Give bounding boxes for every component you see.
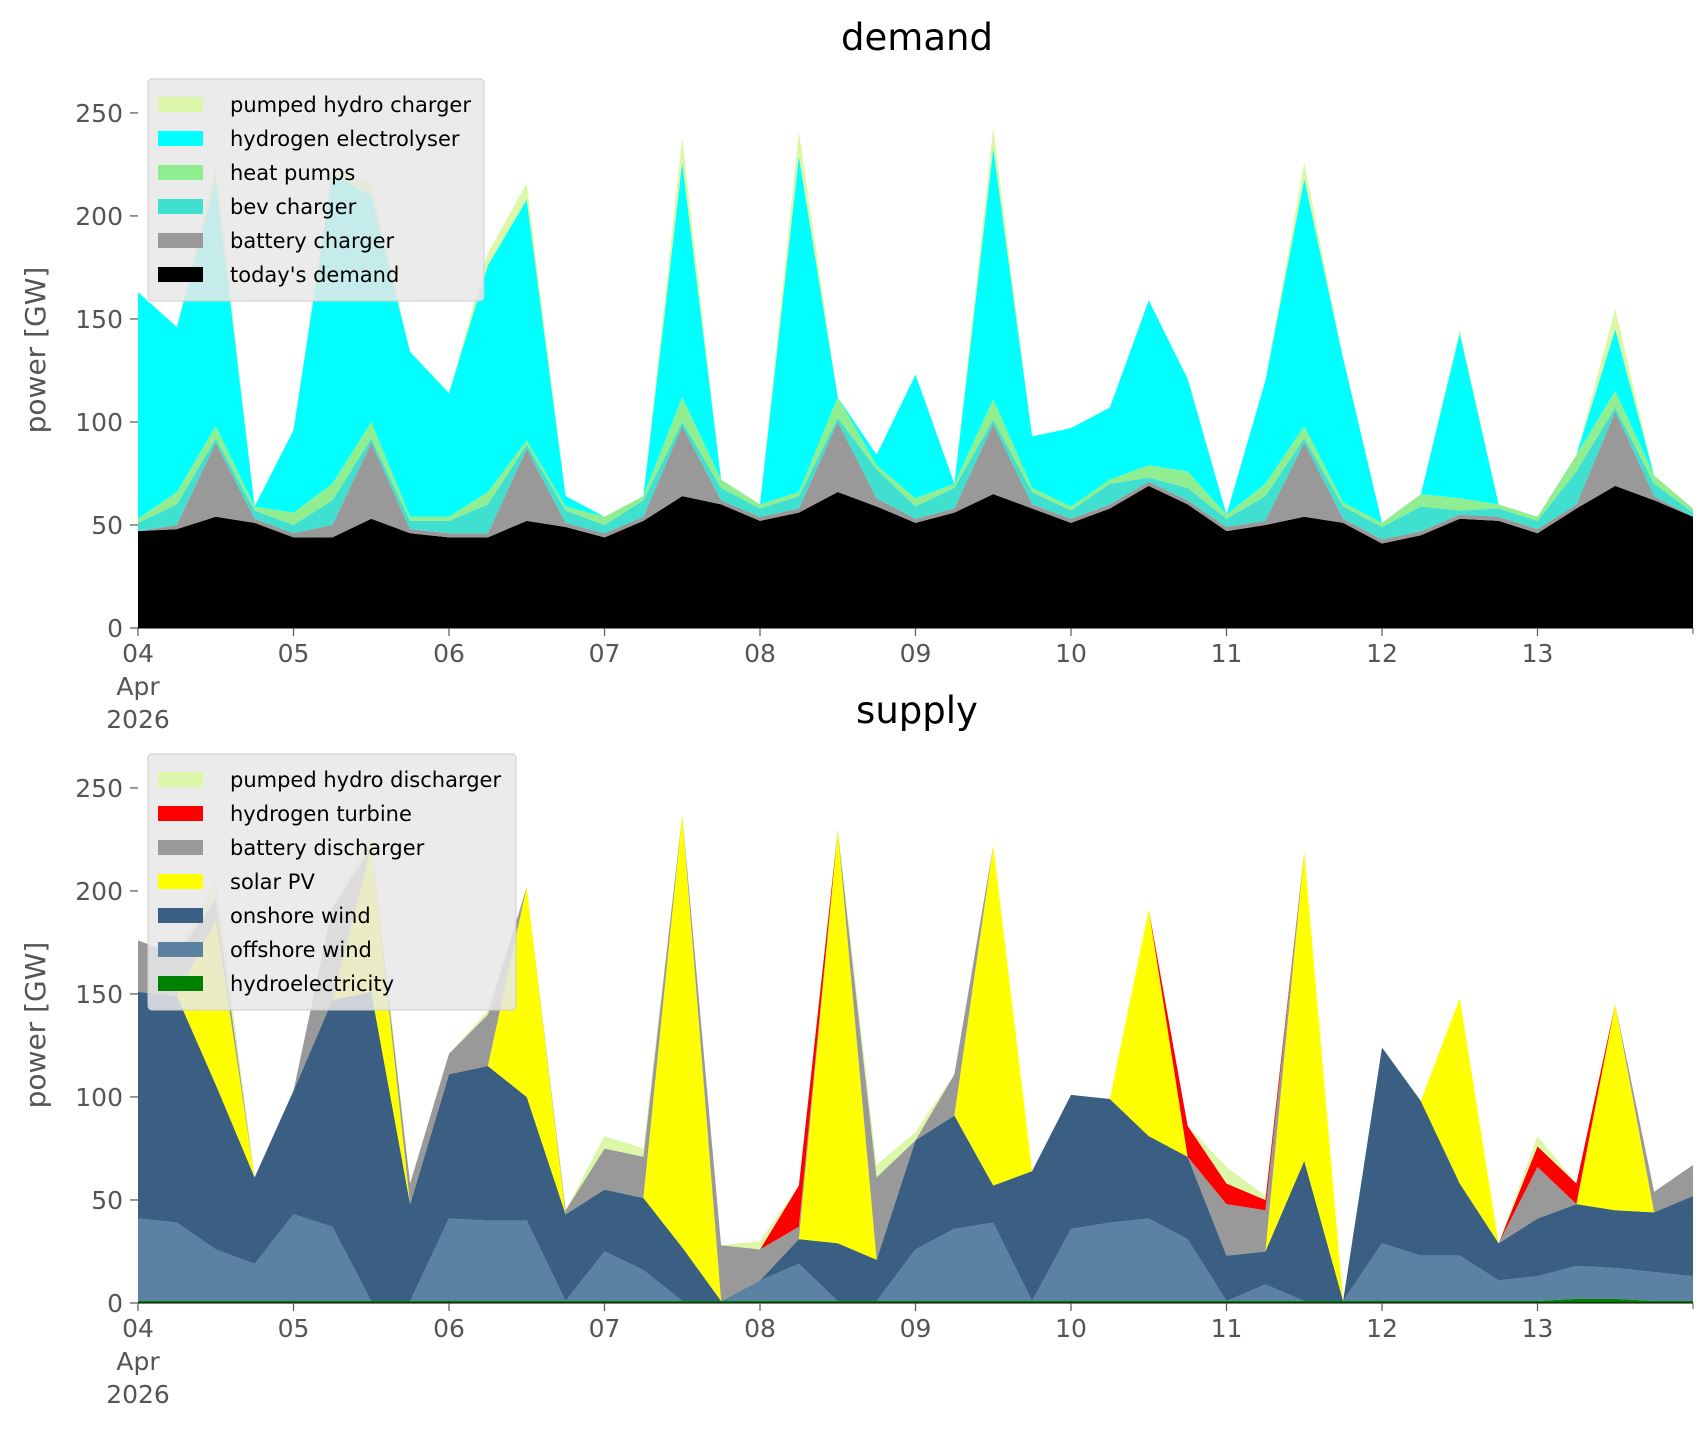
supply-legend-swatch-onshore-wind bbox=[158, 908, 203, 923]
demand-legend-swatch-today-s-demand bbox=[158, 267, 203, 282]
demand-legend: pumped hydro charger hydrogen electrolyse… bbox=[147, 78, 485, 302]
supply-x-tick-sublabel: 2026 bbox=[106, 1380, 170, 1409]
supply-series-battery-discharger bbox=[138, 814, 1693, 1301]
supply-x-tick-sublabel: Apr bbox=[116, 1347, 160, 1376]
demand-x-tick-label: 06 bbox=[433, 639, 465, 668]
demand-series-today-s-demand bbox=[138, 485, 1693, 628]
supply-legend-swatch-hydroelectricity bbox=[158, 976, 203, 991]
demand-series-bev-charger bbox=[138, 407, 1693, 540]
demand-x-tick-sublabel: 2026 bbox=[106, 705, 170, 734]
supply-x-tick-label: 10 bbox=[1055, 1314, 1087, 1343]
demand-chart-title: demand bbox=[841, 16, 993, 59]
supply-series-hydroelectricity bbox=[138, 1298, 1693, 1303]
supply-legend-swatch-pumped-hydro-discharger bbox=[158, 772, 203, 787]
demand-x-tick-label: 13 bbox=[1522, 639, 1554, 668]
demand-legend-swatch-bev-charger bbox=[158, 199, 203, 214]
demand-y-tick-label: 150 bbox=[75, 305, 123, 334]
supply-legend: pumped hydro discharger hydrogen turbine b… bbox=[147, 753, 517, 1011]
demand-series-hydrogen-electrolyser bbox=[138, 147, 1693, 523]
supply-y-tick-label: 200 bbox=[75, 877, 123, 906]
supply-x-tick-label: 07 bbox=[589, 1314, 621, 1343]
supply-series-offshore-wind bbox=[138, 1214, 1693, 1301]
supply-x-tick-label: 04 bbox=[122, 1314, 154, 1343]
demand-y-tick-label: 250 bbox=[75, 99, 123, 128]
supply-y-tick-label: 150 bbox=[75, 980, 123, 1009]
supply-y-tick-label: 250 bbox=[75, 774, 123, 803]
demand-legend-swatch-hydrogen-electrolyser bbox=[158, 131, 203, 146]
supply-y-tick-label: 50 bbox=[91, 1186, 123, 1215]
demand-x-tick-label: 09 bbox=[900, 639, 932, 668]
demand-x-tick-label: 10 bbox=[1055, 639, 1087, 668]
demand-legend-label-bev-charger: bev charger bbox=[230, 195, 357, 219]
demand-series-heat-pumps bbox=[138, 391, 1693, 528]
demand-legend-label-pumped-hydro-charger: pumped hydro charger bbox=[230, 93, 471, 117]
supply-legend-swatch-solar-pv bbox=[158, 874, 203, 889]
supply-legend-swatch-hydrogen-turbine bbox=[158, 806, 203, 821]
supply-legend-box bbox=[147, 753, 517, 1011]
supply-x-tick-label: 05 bbox=[278, 1314, 310, 1343]
demand-legend-swatch-heat-pumps bbox=[158, 165, 203, 180]
demand-legend-label-heat-pumps: heat pumps bbox=[230, 161, 355, 185]
demand-legend-label-today-s-demand: today's demand bbox=[230, 263, 399, 287]
demand-y-tick-label: 50 bbox=[91, 511, 123, 540]
demand-y-tick-label: 0 bbox=[107, 614, 123, 643]
demand-legend-box bbox=[147, 78, 485, 302]
demand-legend-label-battery-charger: battery charger bbox=[230, 229, 395, 253]
supply-x-tick-label: 12 bbox=[1366, 1314, 1398, 1343]
demand-x-tick-label: 05 bbox=[278, 639, 310, 668]
demand-x-tick-label: 04 bbox=[122, 639, 154, 668]
supply-legend-label-offshore-wind: offshore wind bbox=[230, 938, 372, 962]
demand-axes: 0 50 100 150 200 250 04 Apr 2026 05 06 07 08 09 10 11 12… bbox=[75, 99, 1694, 734]
demand-x-tick-label: 11 bbox=[1211, 639, 1243, 668]
demand-y-axis-label: power [GW] bbox=[19, 267, 52, 434]
supply-y-axis-label: power [GW] bbox=[19, 942, 52, 1109]
supply-x-tick-label: 08 bbox=[744, 1314, 776, 1343]
supply-legend-swatch-battery-discharger bbox=[158, 840, 203, 855]
supply-panel: supply power [GW] 05010015020025004Apr20… bbox=[19, 689, 1694, 1409]
demand-legend-swatch-pumped-hydro-charger bbox=[158, 97, 203, 112]
supply-legend-label-onshore-wind: onshore wind bbox=[230, 904, 371, 928]
demand-y-tick-label: 200 bbox=[75, 202, 123, 231]
supply-legend-label-pumped-hydro-discharger: pumped hydro discharger bbox=[230, 768, 501, 792]
demand-series-battery-charger bbox=[138, 411, 1693, 544]
supply-y-tick-label: 100 bbox=[75, 1083, 123, 1112]
supply-series-solar-pv bbox=[138, 814, 1693, 1301]
supply-x-tick-label: 09 bbox=[900, 1314, 932, 1343]
supply-y-tick-label: 0 bbox=[107, 1289, 123, 1318]
demand-x-tick-sublabel: Apr bbox=[116, 672, 160, 701]
demand-y-tick-label: 100 bbox=[75, 408, 123, 437]
supply-series-onshore-wind bbox=[138, 991, 1693, 1301]
supply-axes: 0 50 100 150 200 250 04 Apr 2026 05 06 07 08 09 10 11 12… bbox=[75, 774, 1694, 1409]
supply-legend-label-battery-discharger: battery discharger bbox=[230, 836, 425, 860]
demand-panel: demand power [GW] 05010015020025004Apr20… bbox=[19, 16, 1694, 734]
supply-area-layer bbox=[138, 814, 1693, 1303]
supply-x-tick-label: 13 bbox=[1522, 1314, 1554, 1343]
demand-x-tick-label: 08 bbox=[744, 639, 776, 668]
supply-x-tick-label: 06 bbox=[433, 1314, 465, 1343]
demand-x-tick-label: 12 bbox=[1366, 639, 1398, 668]
demand-legend-label-hydrogen-electrolyser: hydrogen electrolyser bbox=[230, 127, 460, 151]
supply-legend-label-solar-pv: solar PV bbox=[230, 870, 315, 894]
supply-legend-label-hydroelectricity: hydroelectricity bbox=[230, 972, 394, 996]
demand-area-layer bbox=[138, 127, 1693, 628]
supply-legend-label-hydrogen-turbine: hydrogen turbine bbox=[230, 802, 412, 826]
supply-chart-title: supply bbox=[856, 689, 978, 732]
demand-legend-swatch-battery-charger bbox=[158, 233, 203, 248]
demand-x-tick-label: 07 bbox=[589, 639, 621, 668]
supply-x-tick-label: 11 bbox=[1211, 1314, 1243, 1343]
supply-legend-swatch-offshore-wind bbox=[158, 942, 203, 957]
